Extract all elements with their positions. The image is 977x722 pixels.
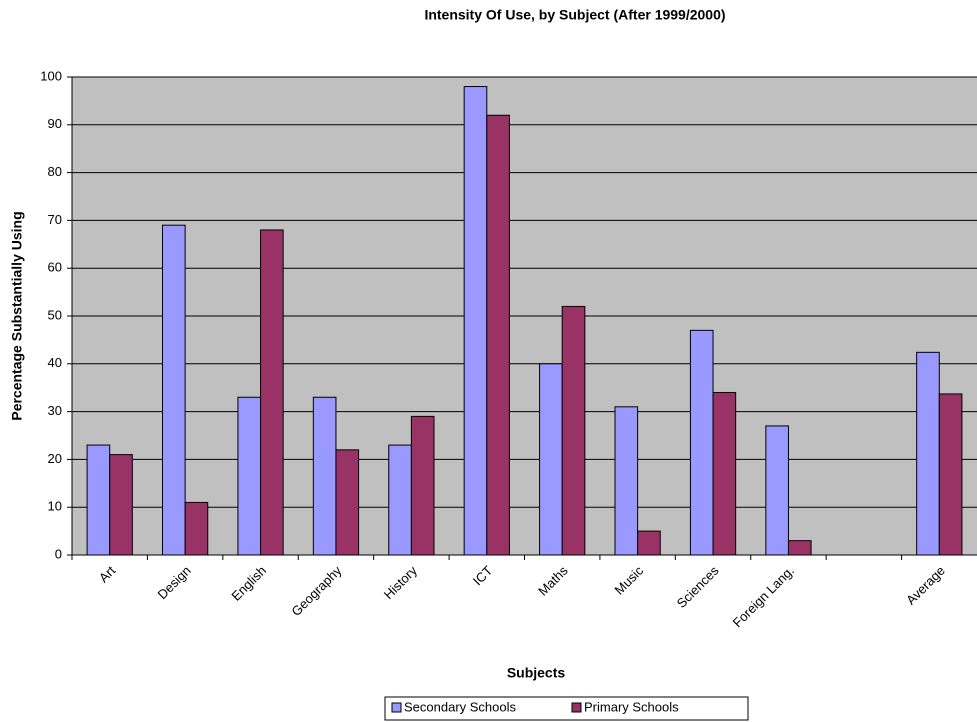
x-tick-label: Sciences bbox=[674, 563, 722, 611]
legend-box bbox=[384, 696, 749, 721]
x-axis-label: Subjects bbox=[507, 665, 566, 681]
x-tick-label: Art bbox=[96, 563, 119, 586]
y-tick-label: 30 bbox=[48, 403, 62, 418]
bar bbox=[463, 86, 488, 556]
x-tick-label: Maths bbox=[535, 563, 571, 599]
y-tick-label: 10 bbox=[48, 499, 62, 514]
bar bbox=[162, 224, 186, 556]
y-tick-label: 60 bbox=[48, 260, 62, 275]
x-tick-label: Design bbox=[154, 563, 193, 602]
y-tick-label: 20 bbox=[48, 451, 62, 466]
bar bbox=[86, 444, 111, 556]
bar bbox=[614, 406, 639, 556]
y-tick-label: 70 bbox=[48, 212, 62, 227]
bar bbox=[765, 425, 789, 556]
bar bbox=[689, 329, 714, 556]
y-axis-label: Percentage Substantially Using bbox=[9, 211, 25, 420]
bar bbox=[486, 114, 510, 556]
bar bbox=[410, 415, 435, 556]
bar bbox=[916, 351, 940, 556]
x-tick-label: English bbox=[228, 563, 269, 604]
bar bbox=[787, 540, 812, 556]
bar bbox=[312, 396, 337, 556]
x-tick-label: Average bbox=[903, 563, 948, 608]
y-tick-label: 50 bbox=[48, 307, 62, 322]
bar bbox=[237, 396, 262, 556]
y-tick-label: 80 bbox=[48, 164, 62, 179]
chart-title: Intensity Of Use, by Subject (After 1999… bbox=[424, 7, 725, 23]
bar bbox=[184, 501, 209, 556]
bar bbox=[637, 530, 661, 556]
x-tick-label: Foreign Lang. bbox=[730, 563, 797, 630]
bar bbox=[561, 305, 586, 556]
bar bbox=[712, 391, 737, 556]
legend-label: Secondary Schools bbox=[404, 699, 517, 714]
y-tick-label: 100 bbox=[40, 68, 62, 83]
x-tick-label: ICT bbox=[470, 563, 495, 588]
legend-swatch bbox=[571, 702, 582, 713]
bar bbox=[388, 444, 412, 556]
legend-label: Primary Schools bbox=[584, 699, 679, 714]
bar bbox=[260, 229, 284, 556]
y-tick-label: 90 bbox=[48, 116, 62, 131]
x-tick-label: Geography bbox=[288, 563, 344, 619]
bar bbox=[539, 363, 563, 556]
x-tick-label: Music bbox=[612, 563, 647, 598]
y-tick-label: 40 bbox=[48, 355, 62, 370]
x-tick-label: History bbox=[381, 563, 421, 603]
bar bbox=[109, 454, 133, 556]
bar bbox=[335, 449, 360, 556]
legend-swatch bbox=[391, 702, 402, 713]
bar bbox=[938, 393, 963, 556]
y-tick-label: 0 bbox=[55, 546, 62, 561]
